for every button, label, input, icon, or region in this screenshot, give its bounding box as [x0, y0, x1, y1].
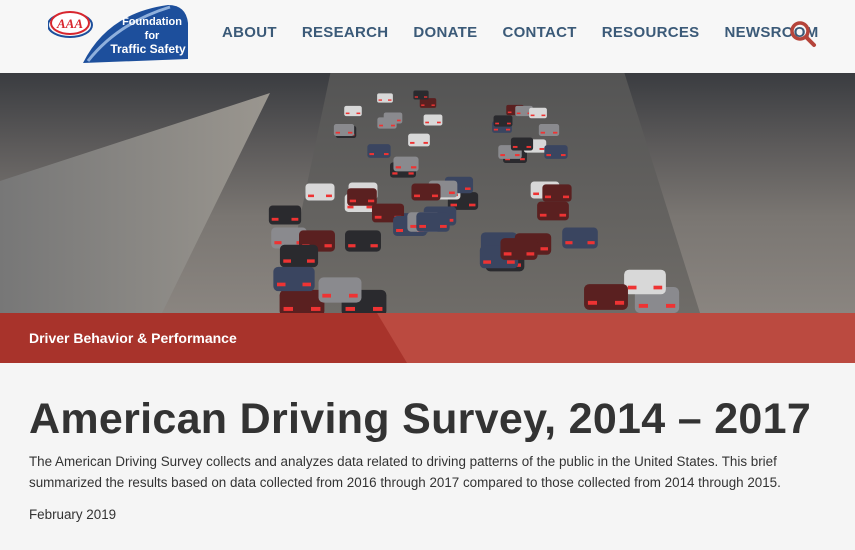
car-decoration: [542, 184, 572, 202]
car-decoration: [510, 137, 533, 151]
car-decoration: [491, 120, 512, 133]
car-decoration: [493, 114, 513, 127]
car-decoration: [318, 277, 362, 303]
car-decoration: [416, 212, 450, 233]
main-nav: ABOUT RESEARCH DONATE CONTACT RESOURCES …: [222, 24, 844, 41]
car-decoration: [377, 117, 397, 129]
car-decoration: [344, 230, 381, 252]
car-decoration: [347, 187, 378, 206]
nav-contact[interactable]: CONTACT: [502, 24, 577, 41]
publish-date: February 2019: [29, 507, 117, 522]
car-decoration: [280, 245, 319, 268]
car-decoration: [537, 201, 569, 221]
svg-text:for: for: [145, 30, 160, 42]
car-decoration: [544, 144, 569, 159]
category-label[interactable]: Driver Behavior & Performance: [29, 330, 237, 346]
svg-text:Traffic Safety: Traffic Safety: [110, 42, 186, 56]
car-decoration: [268, 205, 301, 225]
car-decoration: [393, 156, 419, 172]
car-decoration: [305, 183, 335, 201]
site-header: AAA Foundation for Traffic Safety ABOUT …: [0, 0, 855, 73]
nav-donate[interactable]: DONATE: [413, 24, 478, 41]
nav-research[interactable]: RESEARCH: [301, 24, 389, 41]
article-description: The American Driving Survey collects and…: [29, 454, 781, 490]
car-decoration: [279, 290, 324, 313]
car-decoration: [413, 90, 429, 100]
car-decoration: [333, 124, 355, 137]
svg-text:Foundation: Foundation: [122, 16, 182, 28]
nav-resources[interactable]: RESOURCES: [601, 24, 700, 41]
car-decoration: [367, 144, 392, 158]
car-decoration: [411, 183, 441, 201]
car-decoration: [623, 269, 666, 295]
car-decoration: [584, 283, 628, 310]
car-decoration: [273, 266, 315, 291]
svg-text:AAA: AAA: [56, 16, 83, 31]
search-icon[interactable]: [789, 20, 817, 48]
category-banner: Driver Behavior & Performance: [0, 313, 855, 363]
car-decoration: [408, 133, 431, 147]
nav-about[interactable]: ABOUT: [222, 24, 277, 41]
car-decoration: [515, 105, 534, 116]
aaa-foundation-logo[interactable]: AAA Foundation for Traffic Safety: [48, 3, 190, 65]
car-decoration: [420, 98, 437, 109]
car-decoration: [538, 124, 560, 137]
car-decoration: [500, 237, 538, 260]
car-decoration: [344, 105, 363, 117]
hero-image-highway-traffic: [0, 73, 855, 313]
car-decoration: [271, 227, 307, 249]
car-decoration: [529, 107, 547, 118]
car-decoration: [506, 105, 525, 116]
car-decoration: [376, 93, 393, 103]
page-title: American Driving Survey, 2014 – 2017: [29, 395, 812, 443]
car-decoration: [423, 114, 443, 126]
car-decoration: [561, 227, 598, 249]
